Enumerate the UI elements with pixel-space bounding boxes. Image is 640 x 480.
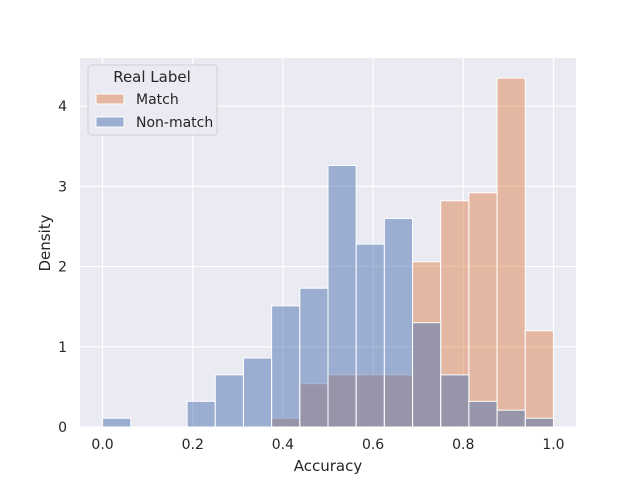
bar-non-match-0 [102,417,132,428]
x-tick-label-2: 0.4 [272,437,294,453]
bar-match-14 [496,77,526,428]
bar-non-match-9 [355,243,385,428]
x-tick-label-4: 0.8 [452,437,474,453]
y-tick-label-3: 3 [58,179,67,195]
y-tick-label-4: 4 [58,99,67,115]
legend-title: Real Label [113,68,191,86]
x-tick-label-0: 0.0 [91,437,113,453]
x-tick-label-1: 0.2 [182,437,204,453]
bar-non-match-3 [186,400,216,428]
legend: Real Label Match Non-match [87,64,218,136]
histogram-bars [102,77,554,428]
bar-non-match-11 [412,322,442,428]
bar-non-match-13 [468,400,498,428]
bar-non-match-4 [214,374,244,428]
bar-non-match-10 [383,217,414,428]
bar-match-13 [468,192,498,428]
bar-non-match-8 [327,164,357,428]
bar-match-15 [524,330,554,428]
legend-swatch-match [95,93,125,105]
bar-non-match-15 [524,417,554,428]
bar-non-match-14 [496,409,526,428]
y-tick-label-1: 1 [58,340,67,356]
bar-non-match-6 [271,305,301,428]
bar-non-match-7 [299,287,329,428]
y-axis-label: Density [36,214,54,271]
y-tick-label-0: 0 [58,420,67,436]
legend-swatch-non-match [95,116,125,128]
y-tick-label-2: 2 [58,260,67,276]
x-axis-label: Accuracy [294,457,363,475]
bar-non-match-12 [440,374,470,428]
y-axis-ticks: 0 1 2 3 4 [58,99,67,436]
bar-non-match-5 [242,357,273,428]
x-tick-label-5: 1.0 [542,437,564,453]
x-tick-label-3: 0.6 [362,437,384,453]
legend-label-non-match: Non-match [136,115,213,131]
legend-label-match: Match [136,92,179,108]
x-axis-ticks: 0.0 0.2 0.4 0.6 0.8 1.0 [91,437,564,453]
